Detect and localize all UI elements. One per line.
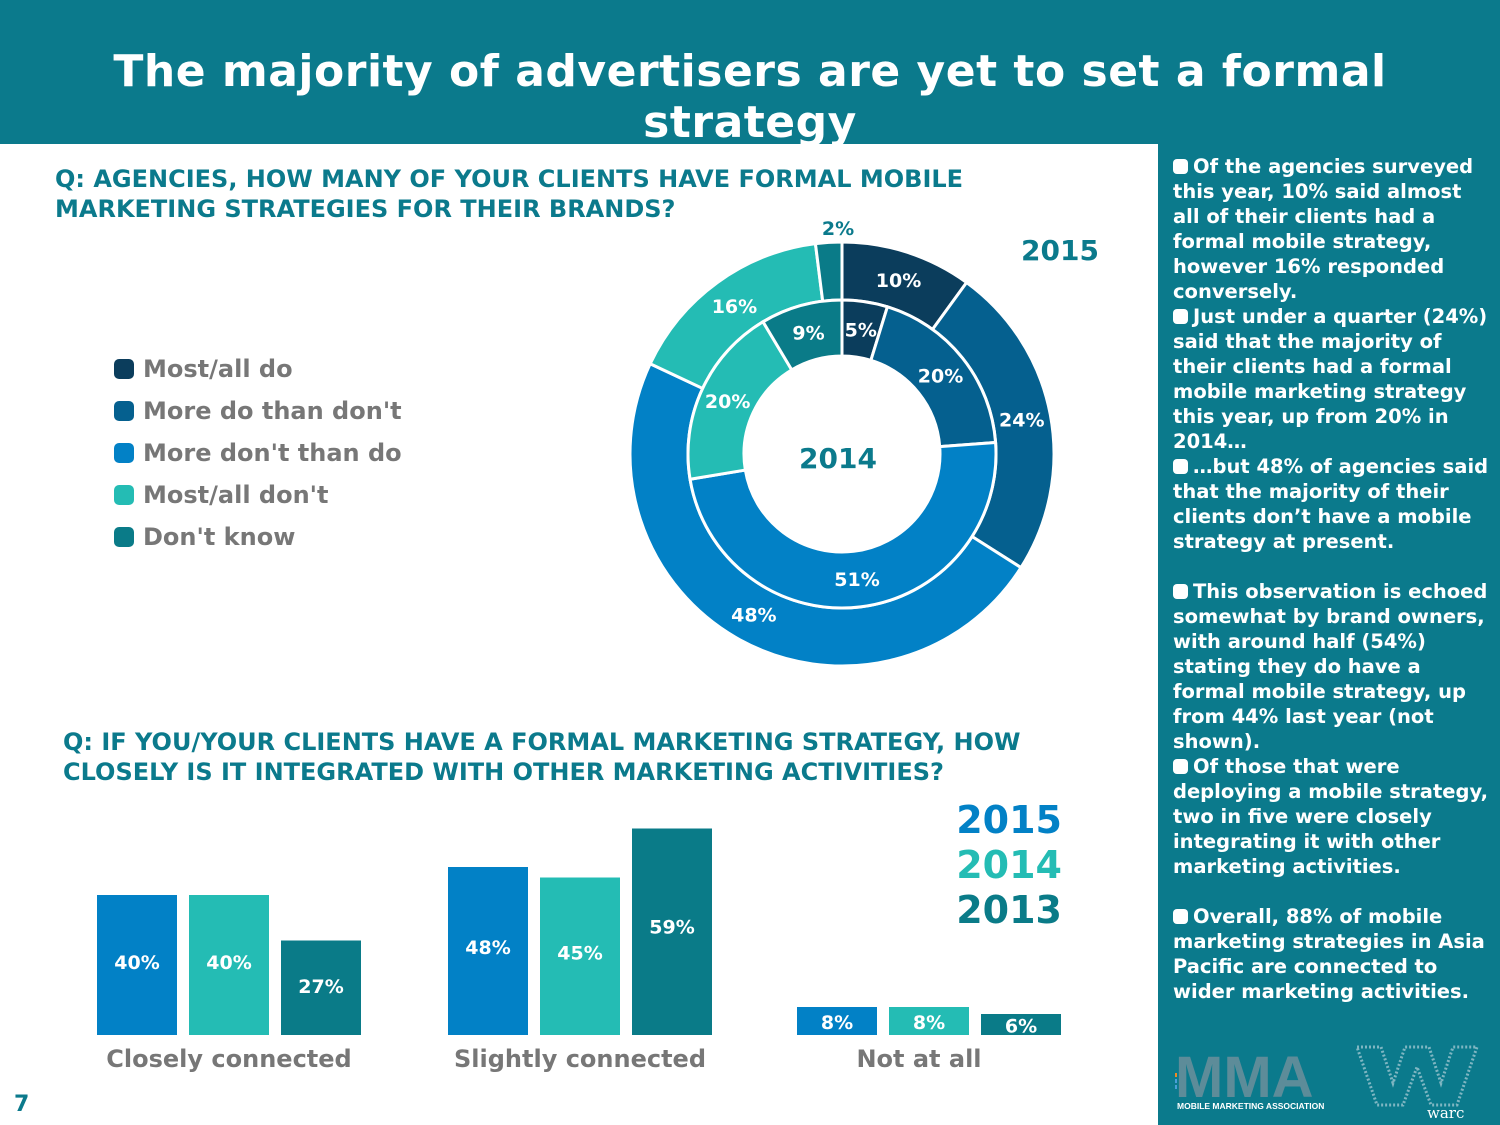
donut-label-2014-0: 5% <box>845 319 877 341</box>
donut-slice-2014-2 <box>688 440 998 610</box>
bar-label-2013-0: 27% <box>298 976 343 998</box>
bar-question-line-2: CLOSELY IS IT INTEGRATED WITH OTHER MARK… <box>63 758 944 786</box>
header-banner: The majority of advertisers are yet to s… <box>0 0 1500 148</box>
note-text: Just under a quarter (24%) said that the… <box>1173 305 1488 453</box>
bar-2013-0 <box>281 940 361 1035</box>
bullet-icon <box>1173 459 1188 474</box>
bar-legend-2014: 2014 <box>956 843 1062 887</box>
sidebar-note-4: This observation is echoed somewhat by b… <box>1173 579 1491 754</box>
bar-2014-0 <box>189 895 269 1035</box>
legend-item-most-all-dont: Most/all don't <box>114 474 402 516</box>
legend-label: Don't know <box>143 523 296 551</box>
donut-label-2015-4: 2% <box>822 218 854 240</box>
donut-label-2014-3: 20% <box>705 391 750 413</box>
sidebar-note-1: Of the agencies surveyed this year, 10% … <box>1173 154 1491 304</box>
legend-item-more-do: More do than don't <box>114 390 402 432</box>
note-text: Overall, 88% of mobile marketing strateg… <box>1173 905 1485 1003</box>
bar-question: Q: IF YOU/YOUR CLIENTS HAVE A FORMAL MAR… <box>63 727 1020 787</box>
legend-label: More do than don't <box>143 397 402 425</box>
mma-logo-text: MMA <box>1175 1045 1314 1110</box>
bullet-icon <box>1173 159 1188 174</box>
mma-logo: MMA MOBILE MARKETING ASSOCIATION <box>1175 1045 1324 1111</box>
bar-chart: 40% 40% 27% Closely connected 48% 45% 59% Sligh… <box>97 798 1062 1073</box>
legend-swatch <box>114 401 134 421</box>
bar-2014-2 <box>889 1007 969 1035</box>
donut-question: Q: AGENCIES, HOW MANY OF YOUR CLIENTS HA… <box>55 164 963 224</box>
donut-ring-label-inner: 2014 <box>799 442 877 475</box>
bar-label-2015-1: 48% <box>465 937 510 959</box>
sidebar-note-3: …but 48% of agencies said that the major… <box>1173 454 1491 554</box>
bar-legend-2015: 2015 <box>956 798 1062 842</box>
note-text: Of those that were deploying a mobile st… <box>1173 755 1489 878</box>
bar-2015-0 <box>97 895 177 1035</box>
category-label-1: Slightly connected <box>454 1045 706 1073</box>
bullet-icon <box>1173 584 1188 599</box>
donut-label-2014-1: 20% <box>918 365 963 387</box>
bar-legend-2013: 2013 <box>956 888 1062 932</box>
legend-swatch <box>114 443 134 463</box>
bullet-icon <box>1173 759 1188 774</box>
bar-label-2015-2: 8% <box>821 1012 853 1034</box>
bar-label-2015-0: 40% <box>114 952 159 974</box>
legend-swatch <box>114 359 134 379</box>
legend-item-dont-know: Don't know <box>114 516 402 558</box>
bullet-icon <box>1173 309 1188 324</box>
note-text: …but 48% of agencies said that the major… <box>1173 455 1489 553</box>
mma-logo-subtext: MOBILE MARKETING ASSOCIATION <box>1177 1101 1324 1111</box>
legend-label: More don't than do <box>143 439 402 467</box>
bar-label-2013-2: 6% <box>1005 1016 1037 1038</box>
bar-label-2013-1: 59% <box>649 917 694 939</box>
page-title: The majority of advertisers are yet to s… <box>113 46 1387 148</box>
bar-2014-1 <box>540 877 620 1035</box>
sidebar <box>1158 144 1500 1125</box>
legend-swatch <box>114 485 134 505</box>
bar-question-line-1: Q: IF YOU/YOUR CLIENTS HAVE A FORMAL MAR… <box>63 728 1021 756</box>
sidebar-note-5: Of those that were deploying a mobile st… <box>1173 754 1491 879</box>
donut-label-2015-3: 16% <box>712 296 757 318</box>
legend-item-most-all-do: Most/all do <box>114 348 402 390</box>
legend-item-more-dont: More don't than do <box>114 432 402 474</box>
legend-label: Most/all don't <box>143 481 329 509</box>
bar-label-2014-0: 40% <box>206 952 251 974</box>
bar-2013-1 <box>632 828 712 1035</box>
page-number: 7 <box>14 1092 30 1117</box>
legend-swatch <box>114 527 134 547</box>
warc-logo: warc <box>1354 1045 1480 1120</box>
warc-logo-text: warc <box>1427 1104 1464 1120</box>
bar-2015-1 <box>448 867 528 1035</box>
logos: MMA MOBILE MARKETING ASSOCIATION warc <box>1175 1045 1480 1120</box>
category-label-2: Not at all <box>856 1045 981 1073</box>
donut-label-2014-4: 9% <box>792 323 824 345</box>
donut-label-2015-0: 10% <box>876 270 921 292</box>
note-text: Of the agencies surveyed this year, 10% … <box>1173 155 1474 303</box>
sidebar-note-6: Overall, 88% of mobile marketing strateg… <box>1173 904 1491 1004</box>
donut-question-line-2: MARKETING STRATEGIES FOR THEIR BRANDS? <box>55 195 676 223</box>
donut-label-2015-2: 48% <box>731 604 776 626</box>
sidebar-note-2: Just under a quarter (24%) said that the… <box>1173 304 1491 454</box>
donut-label-2014-2: 51% <box>834 569 879 591</box>
legend-label: Most/all do <box>143 355 293 383</box>
donut-legend: Most/all do More do than don't More don'… <box>114 348 402 558</box>
bar-label-2014-2: 8% <box>913 1012 945 1034</box>
bullet-icon <box>1173 909 1188 924</box>
note-text: This observation is echoed somewhat by b… <box>1173 580 1488 753</box>
donut-ring-label-outer: 2015 <box>1021 234 1099 267</box>
donut-slice-2014-4 <box>760 298 844 372</box>
donut-chart: 10% 24% 48% 16% 2% 5% 20% 51% 20% 9% 2015 2014 <box>628 218 1099 668</box>
bar-label-2014-1: 45% <box>557 943 602 965</box>
bar-2013-2 <box>981 1014 1061 1035</box>
donut-question-line-1: Q: AGENCIES, HOW MANY OF YOUR CLIENTS HA… <box>55 165 964 193</box>
bar-2015-2 <box>797 1007 877 1035</box>
donut-label-2015-1: 24% <box>999 410 1044 432</box>
category-label-0: Closely connected <box>106 1045 351 1073</box>
